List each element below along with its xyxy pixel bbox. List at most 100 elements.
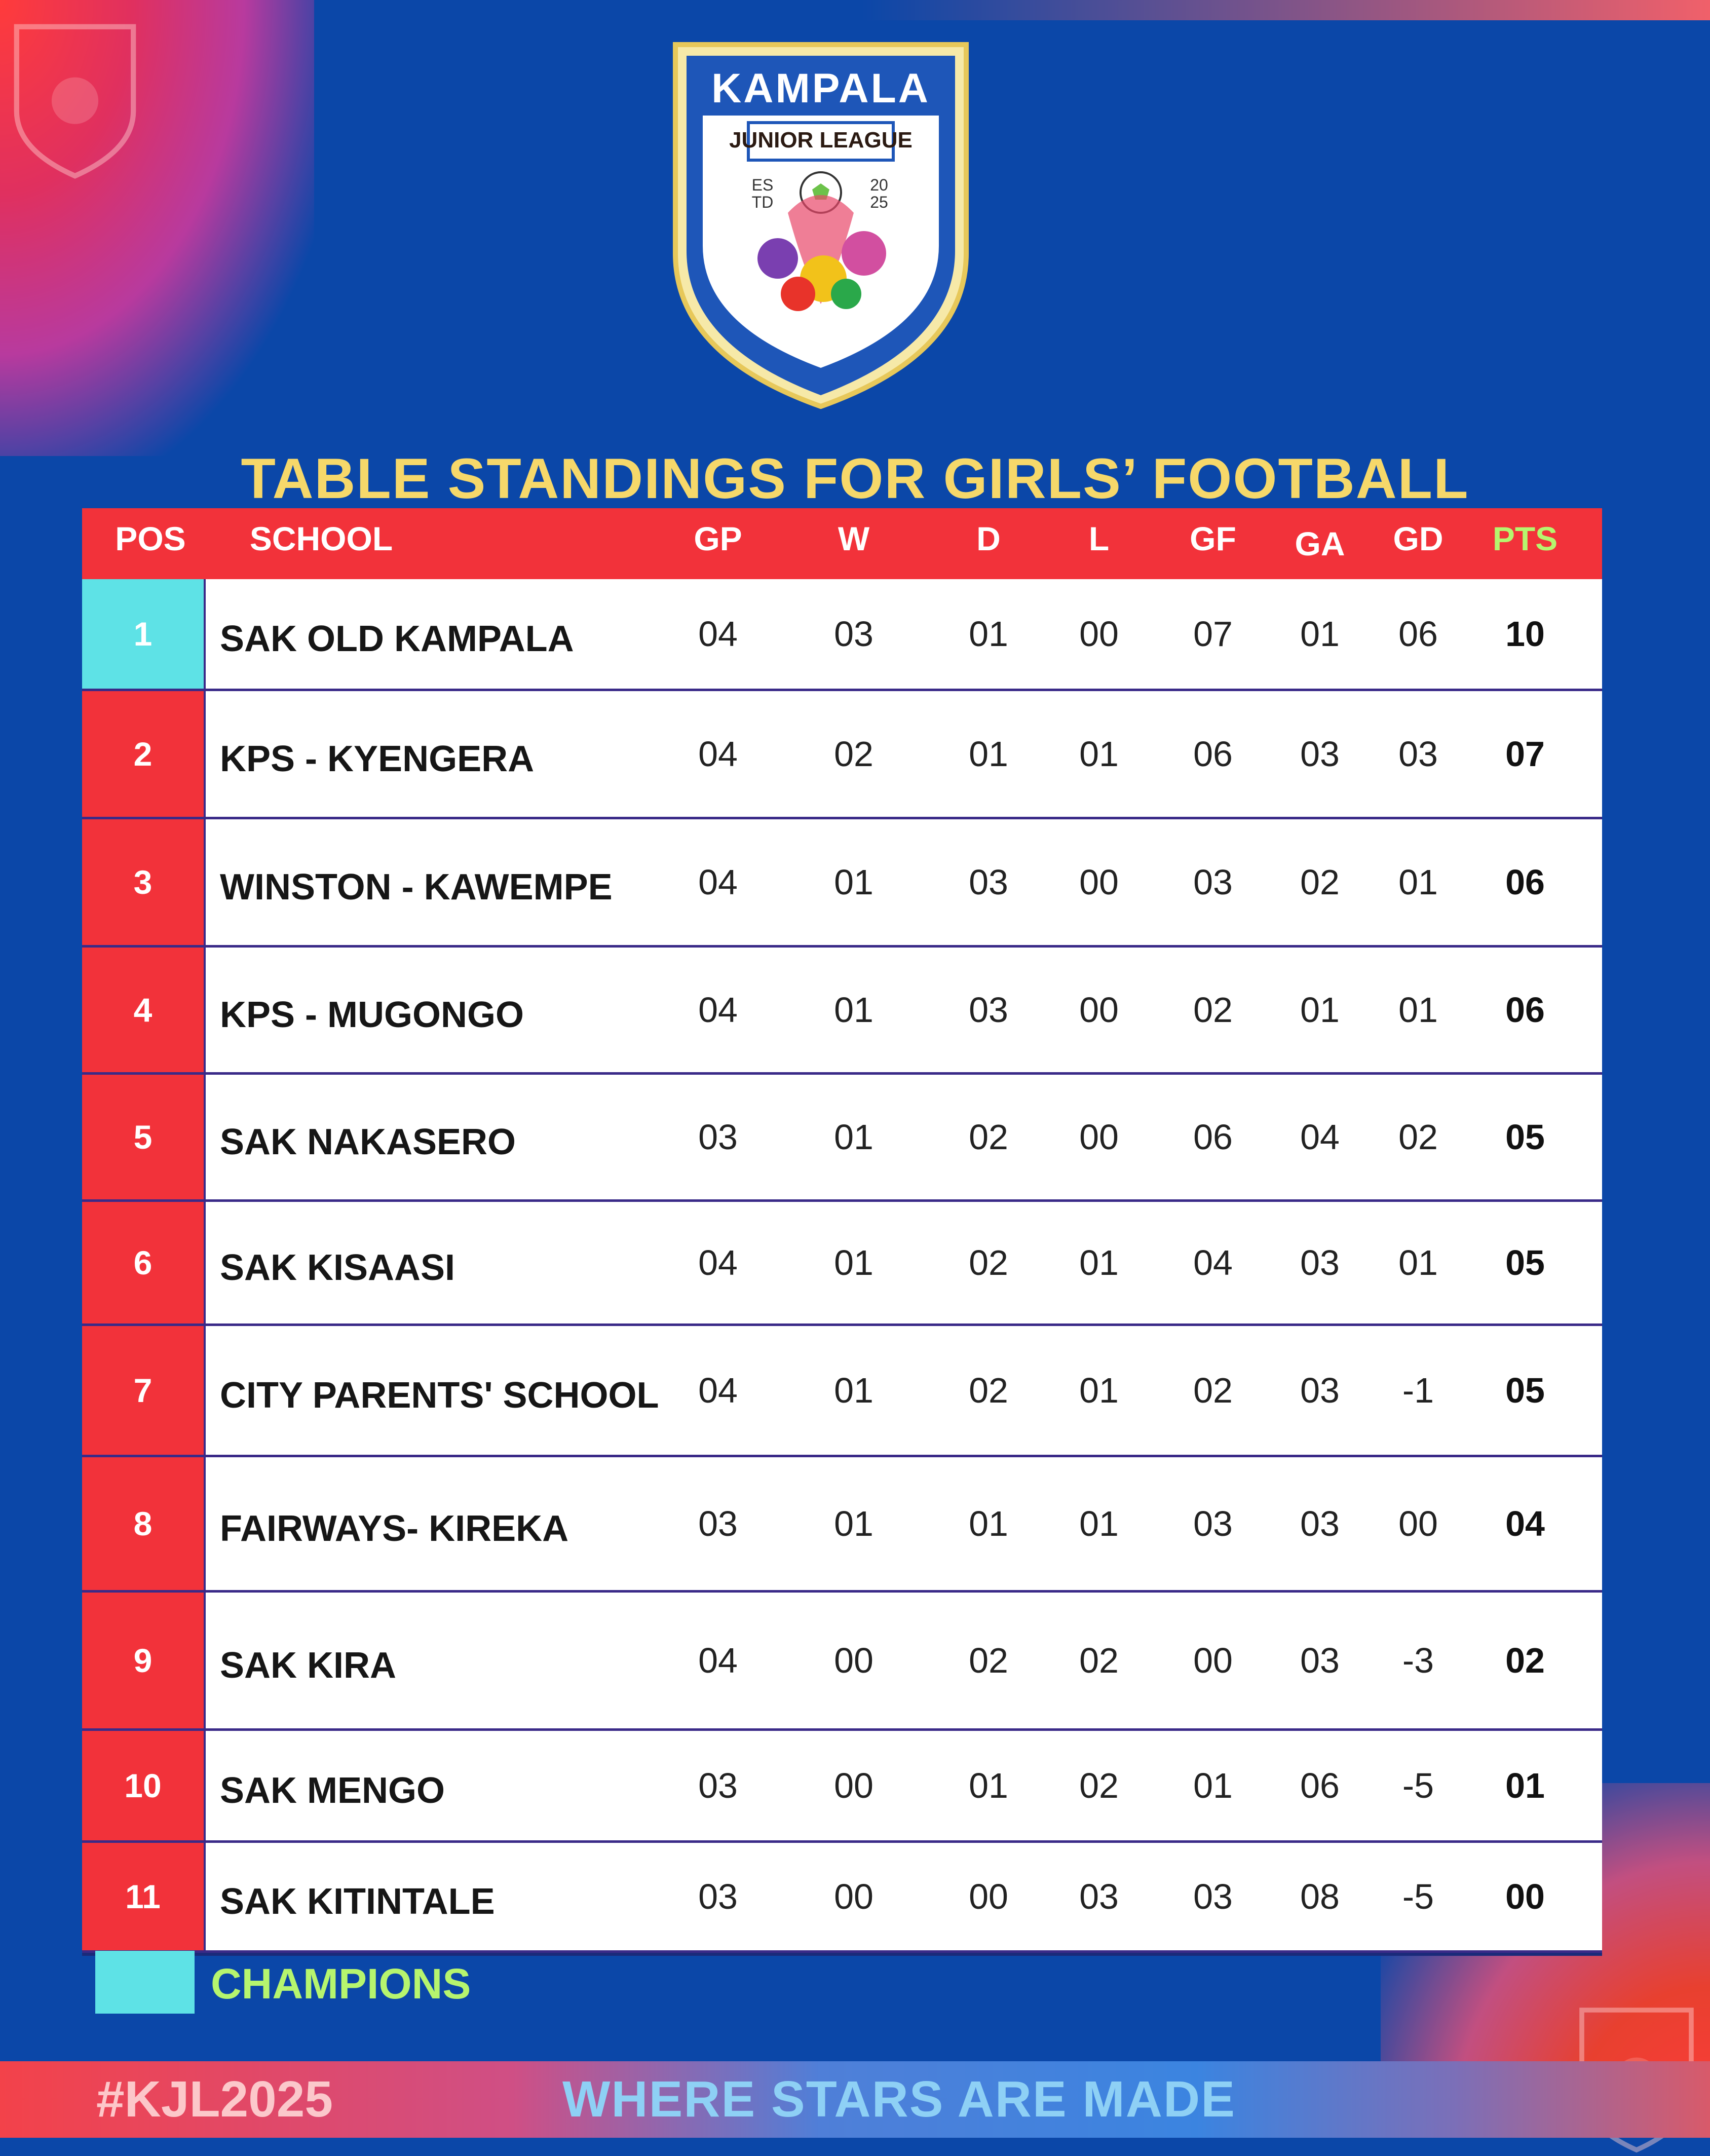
w-cell: 01	[834, 1243, 873, 1282]
shield-icon	[673, 42, 969, 409]
gd-cell: 02	[1398, 1117, 1438, 1157]
gp-cell: 04	[698, 1641, 738, 1680]
gd-cell: 01	[1398, 862, 1438, 902]
school-name: SAK MENGO	[220, 1770, 445, 1811]
header-gp: GP	[694, 520, 742, 557]
header-ga: GA	[1295, 525, 1345, 562]
pts-cell: 07	[1505, 734, 1545, 774]
w-cell: 00	[834, 1766, 873, 1805]
pts-cell: 06	[1505, 990, 1545, 1030]
l-cell: 01	[1079, 1243, 1119, 1282]
gf-cell: 03	[1193, 862, 1233, 902]
logo-title: KAMPALA	[711, 65, 930, 111]
d-cell: 00	[969, 1877, 1008, 1916]
table-row: 10 SAK MENGO 03 00 01 02 01 06 -5 01	[82, 1731, 1602, 1843]
gd-cell: 00	[1398, 1504, 1438, 1543]
school-name: SAK OLD KAMPALA	[220, 619, 574, 659]
pts-cell: 06	[1505, 862, 1545, 902]
header-gf: GF	[1190, 520, 1236, 557]
l-cell: 00	[1079, 862, 1119, 902]
page-title: TABLE STANDINGS FOR GIRLS’ FOOTBALL	[241, 447, 1469, 510]
position-cell: 2	[82, 691, 206, 817]
school-name: WINSTON - KAWEMPE	[220, 867, 613, 907]
d-cell: 01	[969, 614, 1008, 654]
l-cell: 01	[1079, 1371, 1119, 1410]
gp-cell: 04	[698, 614, 738, 654]
d-cell: 03	[969, 862, 1008, 902]
gp-cell: 04	[698, 1243, 738, 1282]
footer-banner: #KJL2025 WHERE STARS ARE MADE	[0, 2061, 1710, 2138]
d-cell: 02	[969, 1243, 1008, 1282]
position-cell: 9	[82, 1593, 206, 1728]
gp-cell: 03	[698, 1117, 738, 1157]
ga-cell: 03	[1300, 1641, 1340, 1680]
ga-cell: 03	[1300, 1243, 1340, 1282]
gd-cell: -3	[1402, 1641, 1434, 1680]
league-logo: KAMPALA JUNIOR LEAGUE ES TD 20 25	[671, 41, 970, 410]
position-cell: 5	[82, 1075, 206, 1199]
school-name: SAK NAKASERO	[220, 1122, 516, 1162]
school-name: KPS - KYENGERA	[220, 739, 535, 779]
l-cell: 00	[1079, 990, 1119, 1030]
w-cell: 01	[834, 990, 873, 1030]
w-cell: 02	[834, 734, 873, 774]
footer-hashtag: #KJL2025	[96, 2071, 333, 2128]
gp-cell: 04	[698, 734, 738, 774]
l-cell: 02	[1079, 1641, 1119, 1680]
gf-cell: 00	[1193, 1641, 1233, 1680]
gf-cell: 01	[1193, 1766, 1233, 1805]
l-cell: 02	[1079, 1766, 1119, 1805]
l-cell: 00	[1079, 614, 1119, 654]
gp-cell: 04	[698, 1371, 738, 1410]
ga-cell: 06	[1300, 1766, 1340, 1805]
ga-cell: 04	[1300, 1117, 1340, 1157]
table-row: 2 KPS - KYENGERA 04 02 01 01 06 03 03 07	[82, 691, 1602, 819]
l-cell: 01	[1079, 1504, 1119, 1543]
d-cell: 01	[969, 1766, 1008, 1805]
gp-cell: 03	[698, 1504, 738, 1543]
w-cell: 00	[834, 1877, 873, 1916]
d-cell: 02	[969, 1117, 1008, 1157]
position-cell: 10	[82, 1731, 206, 1840]
table-row: 6 SAK KISAASI 04 01 02 01 04 03 01 05	[82, 1202, 1602, 1326]
table-body: 1 SAK OLD KAMPALA 04 03 01 00 07 01 06 10 2 KPS - K…	[82, 579, 1602, 1956]
w-cell: 03	[834, 614, 873, 654]
header-w: W	[838, 520, 870, 557]
gd-cell: -5	[1402, 1877, 1434, 1916]
school-name: SAK KISAASI	[220, 1247, 455, 1288]
table-row: 4 KPS - MUGONGO 04 01 03 00 02 01 01 06	[82, 948, 1602, 1075]
gp-cell: 04	[698, 990, 738, 1030]
gf-cell: 03	[1193, 1877, 1233, 1916]
w-cell: 00	[834, 1641, 873, 1680]
champions-legend-swatch	[95, 1951, 195, 2014]
d-cell: 01	[969, 1504, 1008, 1543]
ga-cell: 02	[1300, 862, 1340, 902]
gd-cell: 06	[1398, 614, 1438, 654]
w-cell: 01	[834, 1504, 873, 1543]
mini-badge-logo-icon	[14, 24, 136, 179]
school-name: SAK KITINTALE	[220, 1881, 495, 1922]
header-school: SCHOOL	[249, 520, 393, 557]
gd-cell: 01	[1398, 990, 1438, 1030]
pts-cell: 00	[1505, 1877, 1545, 1916]
l-cell: 00	[1079, 1117, 1119, 1157]
standings-table: POS SCHOOL GP W D L GF GA GD PTS 1 SAK OL…	[82, 508, 1602, 1956]
position-cell: 4	[82, 948, 206, 1072]
l-cell: 03	[1079, 1877, 1119, 1916]
pts-cell: 02	[1505, 1641, 1545, 1680]
school-name: KPS - MUGONGO	[220, 995, 524, 1035]
gf-cell: 07	[1193, 614, 1233, 654]
gd-cell: 01	[1398, 1243, 1438, 1282]
l-cell: 01	[1079, 734, 1119, 774]
top-gradient-strip	[861, 0, 1710, 20]
position-cell: 1	[82, 579, 206, 689]
table-row: 9 SAK KIRA 04 00 02 02 00 03 -3 02	[82, 1593, 1602, 1731]
school-name: CITY PARENTS' SCHOOL	[220, 1375, 659, 1416]
w-cell: 01	[834, 862, 873, 902]
table-row: 3 WINSTON - KAWEMPE 04 01 03 00 03 02 01 06	[82, 819, 1602, 948]
d-cell: 02	[969, 1641, 1008, 1680]
ga-cell: 01	[1300, 614, 1340, 654]
gf-cell: 04	[1193, 1243, 1233, 1282]
header-gd: GD	[1393, 520, 1443, 557]
table-header: POS SCHOOL GP W D L GF GA GD PTS	[82, 508, 1602, 579]
